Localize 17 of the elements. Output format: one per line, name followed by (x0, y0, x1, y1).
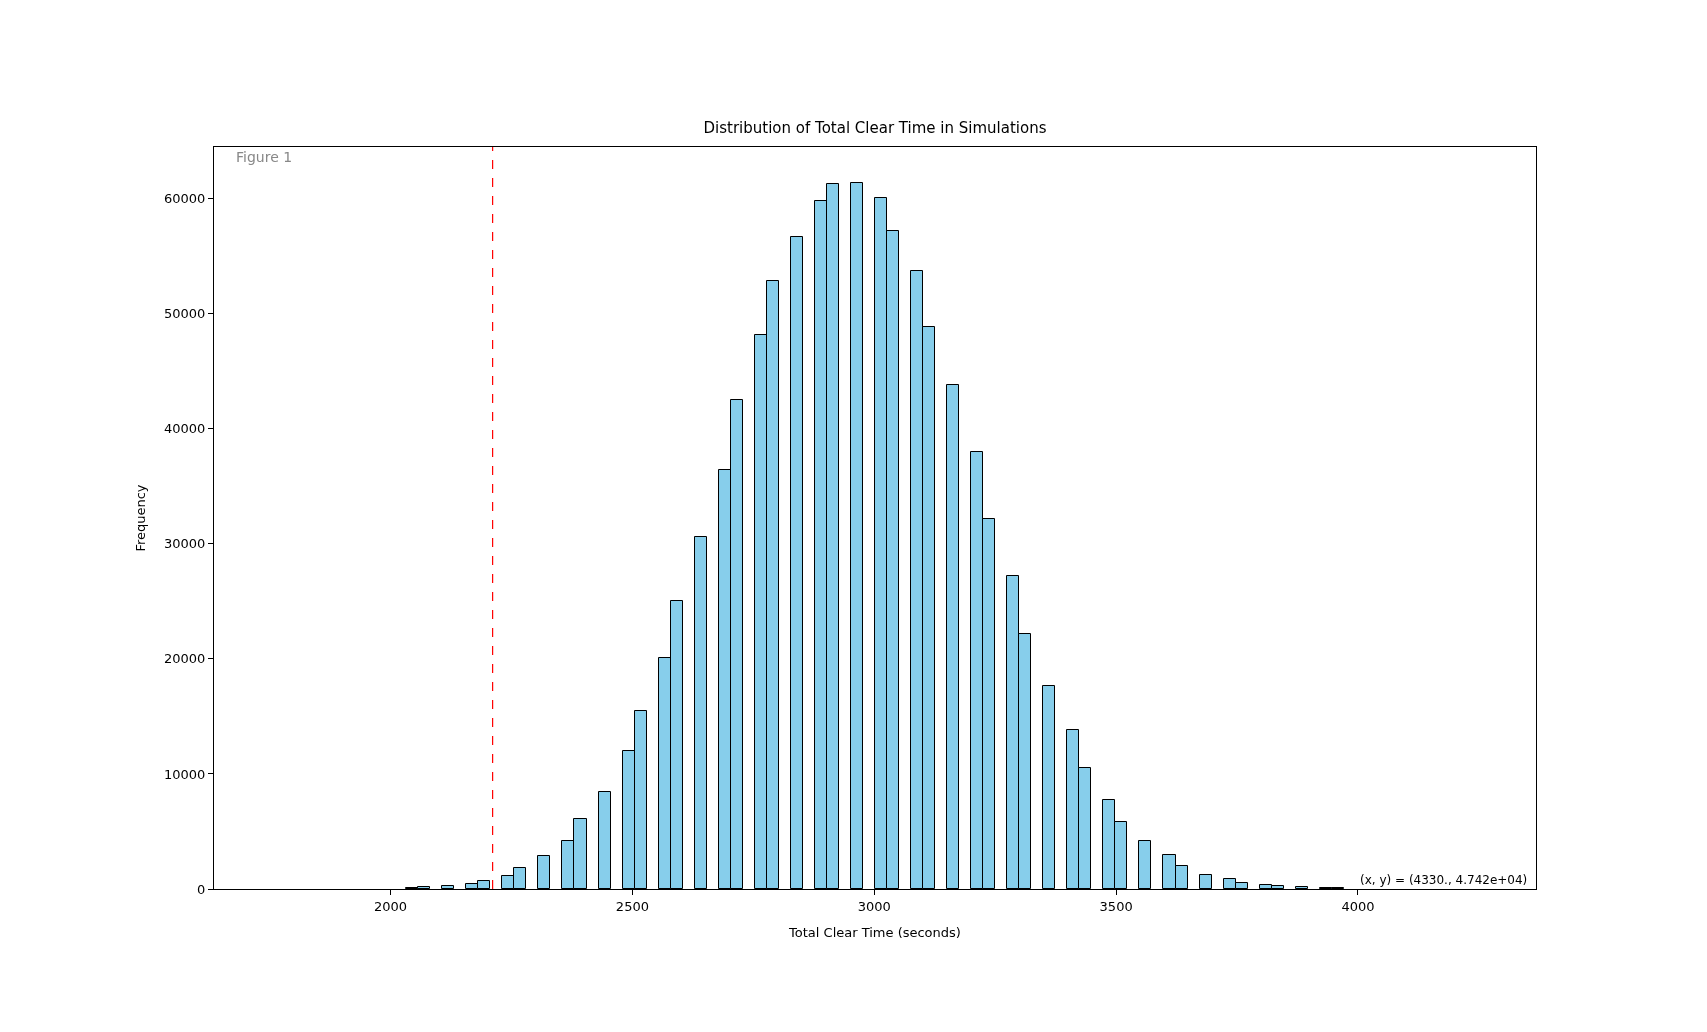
y-tick-label: 60000 (164, 191, 206, 207)
annotation: (x, y) = (4330., 4.742e+04) (1360, 873, 1528, 887)
y-tick-label: 10000 (164, 766, 206, 782)
chart-title: Distribution of Total Clear Time in Simulations (703, 118, 1047, 137)
y-tick-label: 50000 (164, 306, 206, 322)
y-tick-label: 30000 (164, 536, 206, 552)
x-tick-label: 2500 (615, 898, 649, 914)
y-axis-title: Frequency (132, 484, 148, 552)
x-axis-title: Total Clear Time (seconds) (788, 925, 961, 941)
annotation: Figure 1 (236, 149, 293, 165)
x-tick-label: 4000 (1341, 898, 1375, 914)
y-tick-label: 0 (197, 881, 206, 897)
x-tick-label: 2000 (374, 898, 408, 914)
x-tick-label: 3000 (857, 898, 891, 914)
y-tick-label: 20000 (164, 651, 206, 667)
x-tick-label: 3500 (1099, 898, 1133, 914)
y-tick-label: 40000 (164, 421, 206, 437)
